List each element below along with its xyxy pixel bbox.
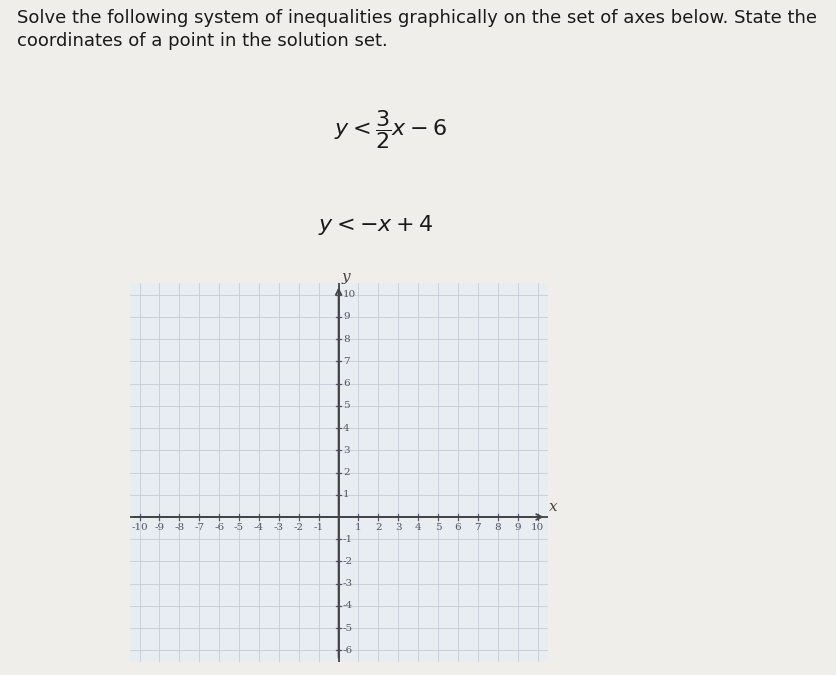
- Text: 2: 2: [343, 468, 349, 477]
- Text: -1: -1: [343, 535, 353, 543]
- Text: -1: -1: [314, 523, 324, 532]
- Text: y: y: [342, 269, 350, 283]
- Text: 10: 10: [531, 523, 544, 532]
- Text: -8: -8: [174, 523, 185, 532]
- Text: 4: 4: [415, 523, 421, 532]
- Text: x: x: [548, 500, 558, 514]
- Text: 9: 9: [514, 523, 521, 532]
- Text: -6: -6: [214, 523, 224, 532]
- Text: 5: 5: [435, 523, 441, 532]
- Text: 3: 3: [395, 523, 401, 532]
- Text: 6: 6: [455, 523, 461, 532]
- Text: -6: -6: [343, 646, 353, 655]
- Text: -4: -4: [254, 523, 264, 532]
- Text: 7: 7: [475, 523, 482, 532]
- Text: -5: -5: [343, 624, 353, 632]
- Text: 1: 1: [355, 523, 362, 532]
- Text: 4: 4: [343, 423, 349, 433]
- Text: -3: -3: [343, 579, 353, 588]
- Text: 2: 2: [375, 523, 382, 532]
- Text: 1: 1: [343, 490, 349, 500]
- Text: -2: -2: [343, 557, 353, 566]
- Text: -9: -9: [155, 523, 165, 532]
- Text: $y < \dfrac{3}{2}x - 6$: $y < \dfrac{3}{2}x - 6$: [334, 108, 447, 151]
- Text: -4: -4: [343, 601, 353, 610]
- Text: 8: 8: [343, 335, 349, 344]
- Text: 9: 9: [343, 313, 349, 321]
- Text: $y < -x + 4$: $y < -x + 4$: [318, 213, 433, 237]
- Text: 6: 6: [343, 379, 349, 388]
- Text: -7: -7: [194, 523, 204, 532]
- Text: -10: -10: [131, 523, 148, 532]
- Text: 5: 5: [343, 402, 349, 410]
- Text: 8: 8: [495, 523, 501, 532]
- Text: 10: 10: [343, 290, 356, 299]
- Text: -2: -2: [293, 523, 303, 532]
- Text: -3: -3: [274, 523, 284, 532]
- Text: 7: 7: [343, 357, 349, 366]
- Text: Solve the following system of inequalities graphically on the set of axes below.: Solve the following system of inequaliti…: [17, 9, 817, 50]
- Text: 3: 3: [343, 446, 349, 455]
- Text: -5: -5: [234, 523, 244, 532]
